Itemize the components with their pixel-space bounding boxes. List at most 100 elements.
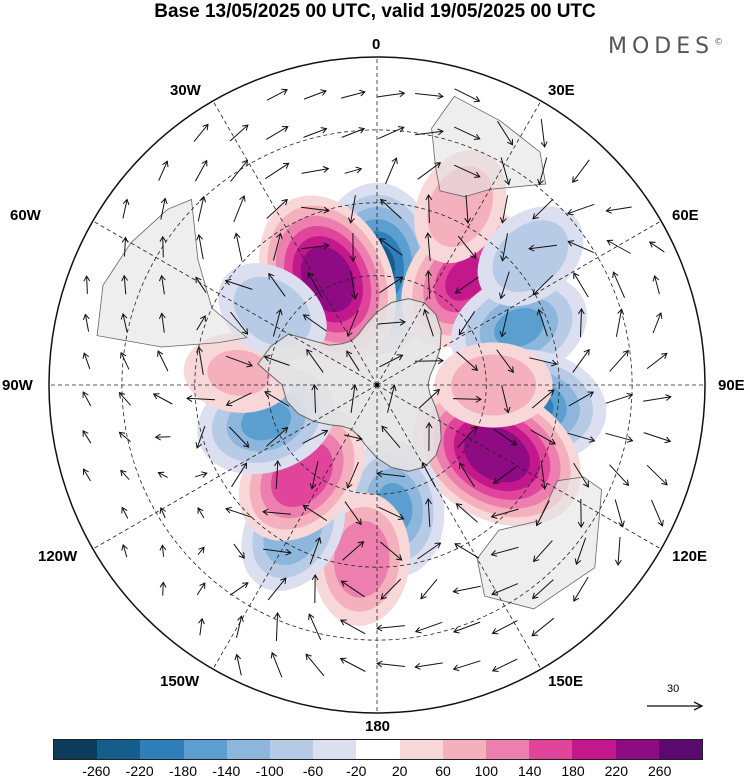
wind-vector xyxy=(453,164,481,178)
wind-vector xyxy=(379,198,402,219)
wind-vector xyxy=(500,157,511,186)
wind-vector xyxy=(224,278,253,290)
wind-vector xyxy=(121,506,129,519)
wind-vector xyxy=(574,537,587,566)
lon-label-150w: 150W xyxy=(160,673,200,690)
wind-vector xyxy=(225,392,252,407)
meridian-line xyxy=(92,384,378,550)
wind-vector xyxy=(425,422,433,452)
brand-text: MODES xyxy=(608,34,715,59)
latitude-circle xyxy=(267,275,487,495)
wind-vector xyxy=(272,232,283,261)
wind-vector xyxy=(229,124,249,142)
wind-vector xyxy=(340,89,366,99)
anomaly-field xyxy=(49,57,705,713)
wind-vector xyxy=(198,617,205,636)
wind-vector xyxy=(236,615,244,638)
wind-vector xyxy=(418,388,441,409)
lon-label-150e: 150E xyxy=(548,673,584,690)
meridian-line xyxy=(212,100,378,386)
anomaly-center xyxy=(477,206,584,307)
wind-vector xyxy=(302,504,327,522)
meridian-line xyxy=(376,384,662,550)
wind-vector xyxy=(378,238,403,256)
wind-vector xyxy=(532,198,554,220)
reference-vector: 30 xyxy=(645,683,705,713)
lon-label-120w: 120W xyxy=(38,548,78,565)
wind-vector xyxy=(414,662,443,670)
wind-vector xyxy=(262,508,291,516)
wind-vector xyxy=(614,499,625,528)
wind-vector xyxy=(346,309,359,337)
wind-vector xyxy=(609,349,629,372)
wind-vector xyxy=(228,426,250,448)
wind-vector xyxy=(311,574,319,604)
wind-vector xyxy=(385,157,398,185)
wind-vector xyxy=(83,275,91,294)
wind-vector xyxy=(646,464,668,486)
brand-logo: MODES© xyxy=(608,34,723,59)
wind-vector xyxy=(501,385,511,414)
wind-vector xyxy=(196,582,206,596)
wind-vector xyxy=(568,391,595,407)
wind-vector xyxy=(346,350,360,372)
wind-vector xyxy=(497,120,514,146)
wind-vector xyxy=(566,203,595,216)
wind-vector xyxy=(186,395,216,403)
colorbar-tick-label: 140 xyxy=(518,763,542,779)
wind-vector xyxy=(309,461,319,490)
wind-vector xyxy=(614,536,622,566)
wind-vector xyxy=(537,157,548,186)
wind-vector xyxy=(420,578,438,600)
wind-vector xyxy=(643,394,672,402)
wind-vector xyxy=(120,313,128,333)
africa xyxy=(431,95,547,198)
lon-label-60w: 60W xyxy=(10,207,41,224)
wind-vector xyxy=(311,384,319,414)
wind-vector xyxy=(530,429,557,445)
wind-vector xyxy=(456,351,479,371)
wind-vector xyxy=(195,425,206,449)
meridian-line xyxy=(376,220,662,386)
wind-vector xyxy=(302,314,327,332)
colorbar-segment xyxy=(572,740,616,759)
colorbar-segment xyxy=(615,740,659,759)
wind-vector xyxy=(572,348,590,373)
reference-arrow-icon xyxy=(647,701,704,711)
wind-vector xyxy=(268,272,286,297)
wind-vector xyxy=(493,428,518,446)
wind-vector xyxy=(376,660,405,668)
wind-vector xyxy=(458,462,475,488)
wind-vector xyxy=(490,546,519,557)
wind-vector xyxy=(301,206,330,214)
wind-vector xyxy=(381,425,401,449)
wind-vector xyxy=(196,315,206,331)
lon-label-90e: 90E xyxy=(718,377,745,394)
wind-vector xyxy=(154,433,171,441)
wind-vector xyxy=(567,240,595,254)
colorbar-segment xyxy=(356,740,400,759)
wind-vector xyxy=(499,195,509,224)
wind-vector xyxy=(491,658,518,672)
wind-vector xyxy=(82,313,90,332)
wind-vector xyxy=(197,546,205,556)
wind-vector xyxy=(233,195,246,223)
wind-vector xyxy=(301,166,330,174)
wind-vector xyxy=(303,89,327,100)
wind-vector xyxy=(425,194,433,224)
colorbar-segment xyxy=(226,740,271,759)
lon-label-0: 0 xyxy=(372,36,381,53)
wind-vector xyxy=(350,384,358,413)
wind-vector xyxy=(536,308,548,337)
wind-vector xyxy=(454,126,481,140)
wind-vector xyxy=(573,272,589,298)
wind-vector xyxy=(229,582,249,596)
wind-vector xyxy=(225,355,254,368)
wind-vector xyxy=(225,506,253,518)
wind-vector xyxy=(651,499,664,527)
wind-vector xyxy=(159,235,167,258)
reference-vector-label: 30 xyxy=(667,683,680,695)
wind-vector xyxy=(160,197,168,220)
wind-vector xyxy=(387,384,397,413)
map-title: Base 13/05/2025 00 UTC, valid 19/05/2025… xyxy=(154,1,596,22)
